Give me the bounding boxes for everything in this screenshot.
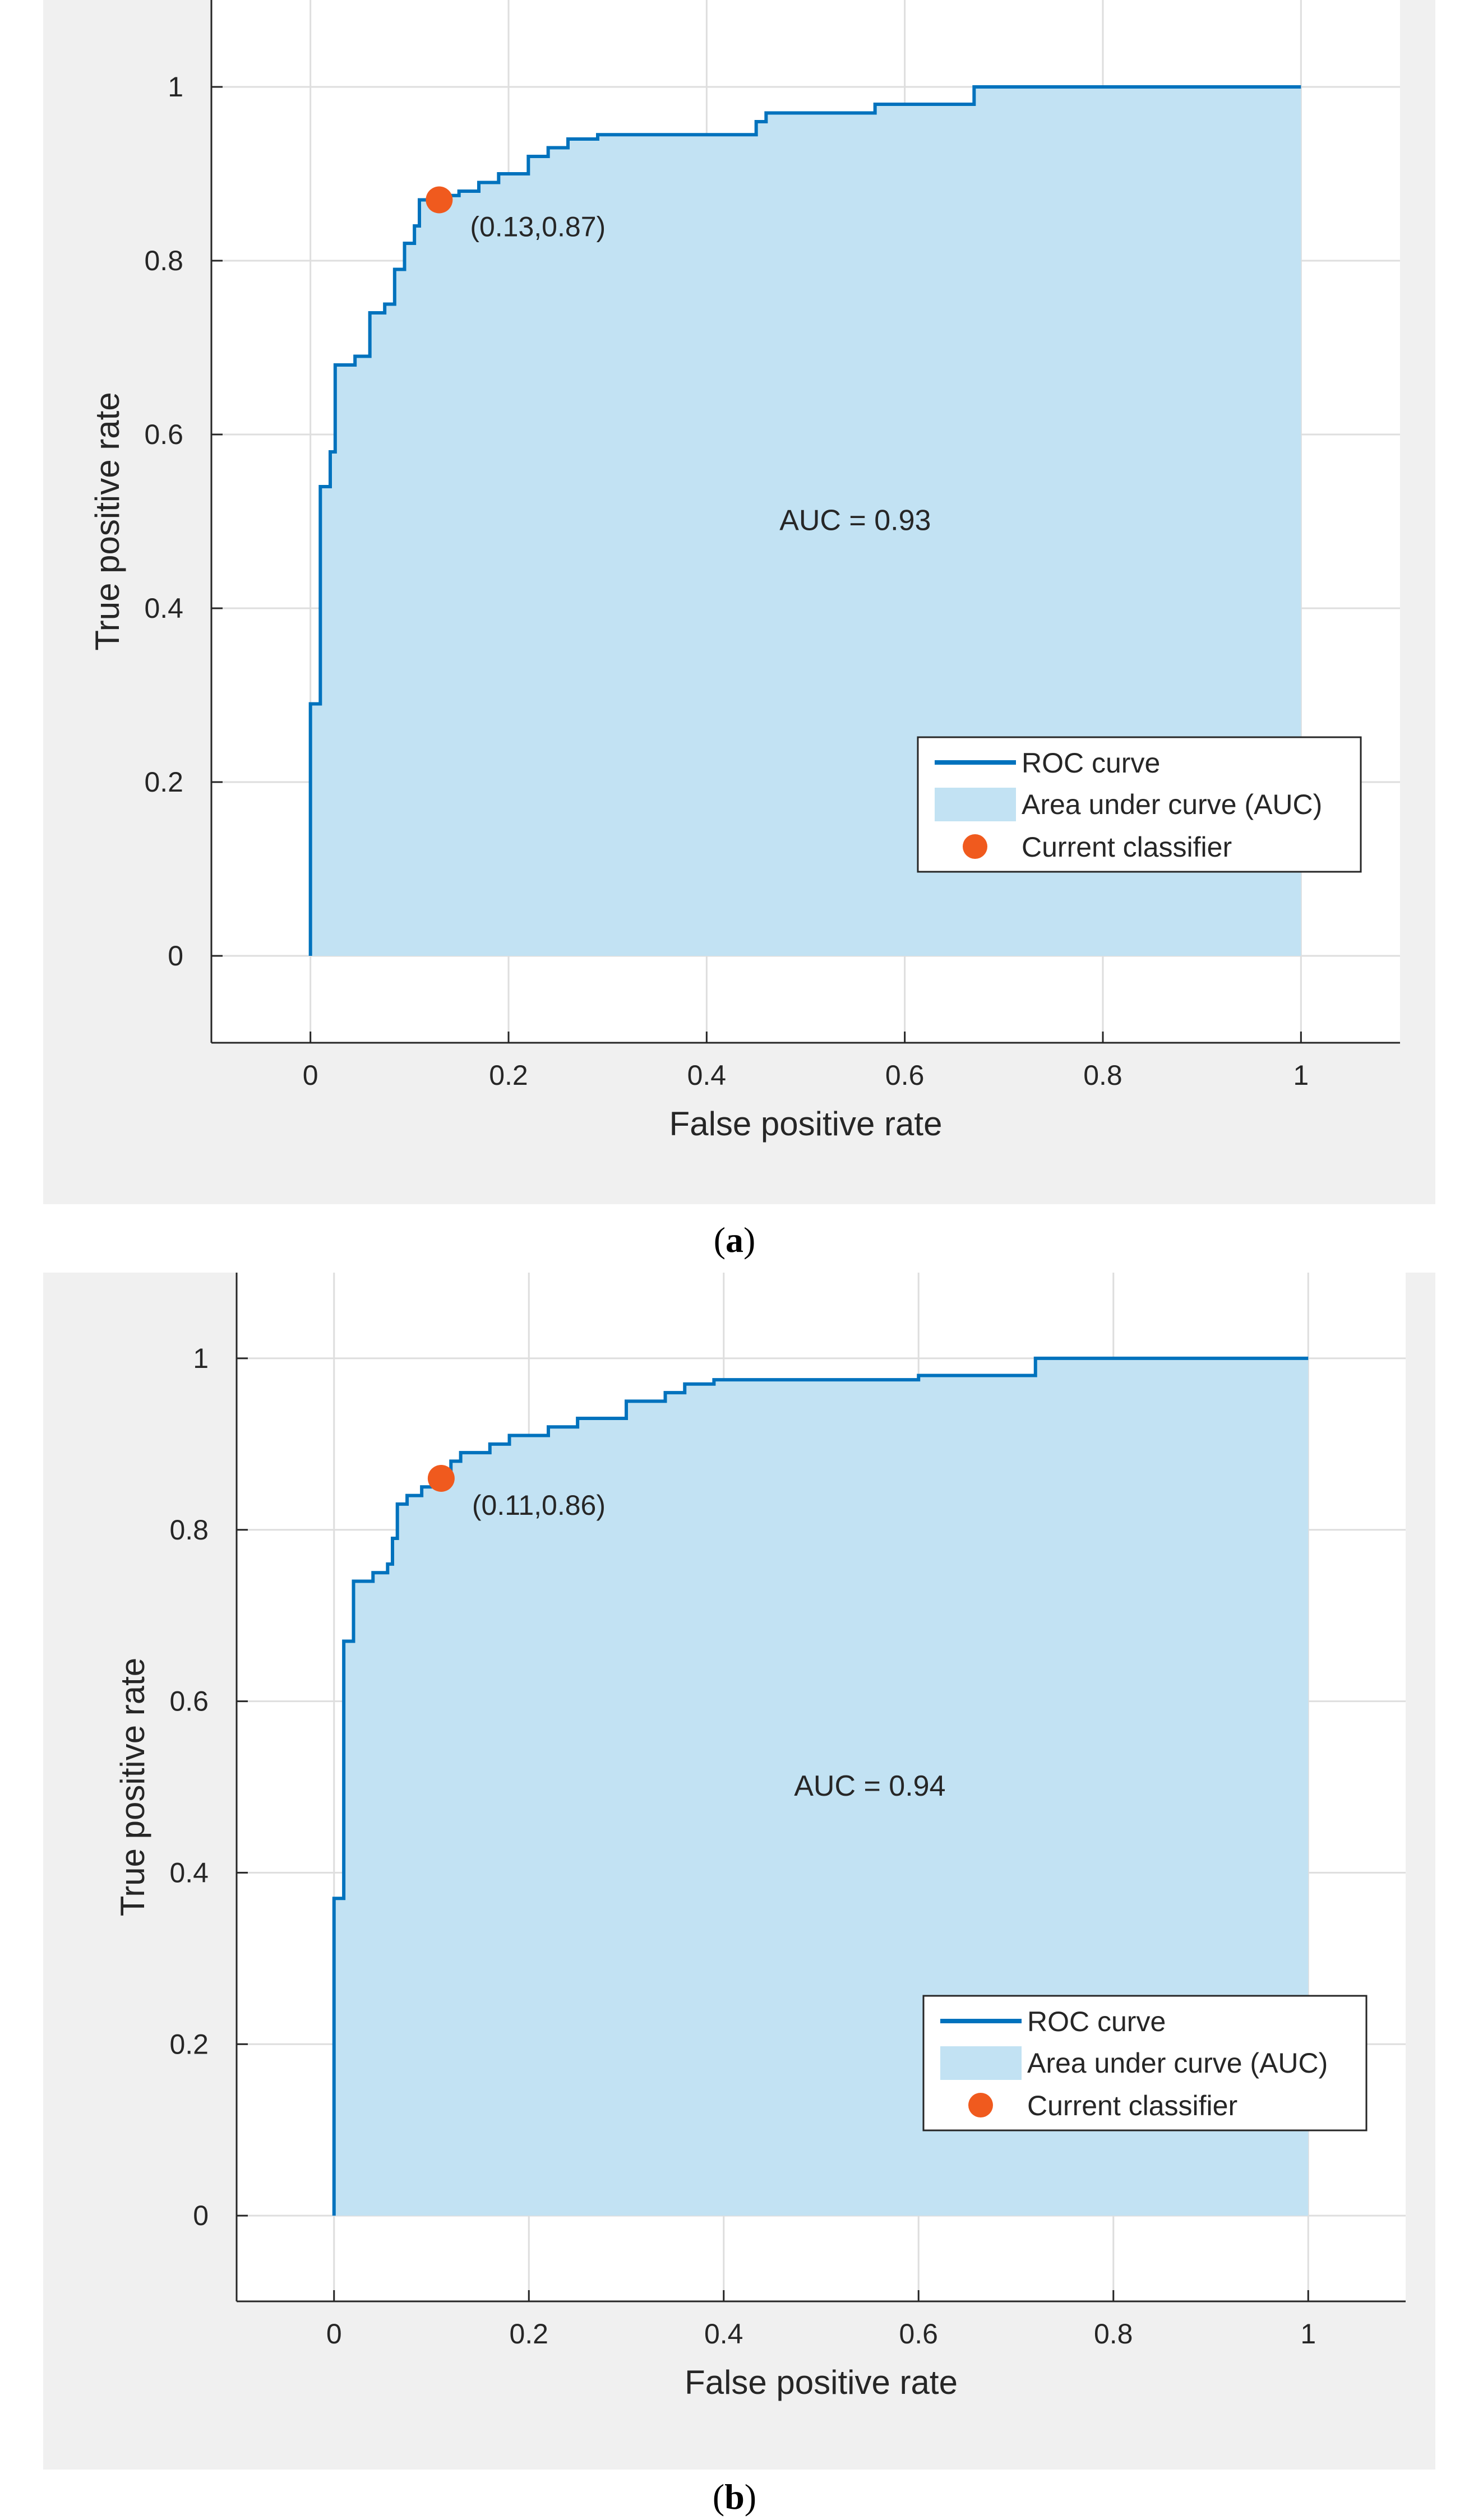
legend-auc-label: Area under curve (AUC) (1027, 2047, 1328, 2079)
y-tick-label: 1 (193, 1343, 209, 1374)
x-tick-label: 1 (1293, 1060, 1309, 1091)
legend: ROC curve Area under curve (AUC) Current c… (922, 1995, 1368, 2131)
x-tick-label: 0.2 (509, 2318, 548, 2350)
legend-auc-swatch (935, 788, 1016, 821)
y-tick-label: 0 (193, 2200, 209, 2231)
y-tick-label: 0.2 (169, 2028, 209, 2060)
x-tick-label: 0.2 (489, 1060, 528, 1091)
caption-a-letter: a (726, 1220, 743, 1260)
classifier-point-label: (0.11,0.86) (472, 1490, 606, 1521)
x-axis-label: False positive rate (669, 1105, 943, 1143)
classifier-point-label: (0.13,0.87) (470, 211, 606, 243)
auc-value-label: AUC = 0.94 (794, 1770, 945, 1802)
y-axis-label: True positive rate (89, 392, 126, 650)
roc-curve-line (332, 1356, 1309, 2216)
y-tick-label: 0.6 (169, 1686, 209, 1717)
x-axis-label: False positive rate (685, 2364, 958, 2401)
x-tick-label: 0.4 (704, 2318, 743, 2350)
y-tick-label: 0.4 (169, 1857, 209, 1888)
x-tick-label: 0.8 (1083, 1060, 1122, 1091)
y-tick-label: 0.8 (169, 1514, 209, 1546)
auc-value-label: AUC = 0.93 (779, 505, 931, 537)
roc-chart-a: 0 0.2 0.4 0.6 0.8 1 0 0.2 0.4 0.6 0.8 1 False positi… (89, 0, 1400, 1143)
x-tick-label: 0 (303, 1060, 318, 1091)
x-tick-label: 0.6 (885, 1060, 925, 1091)
legend-roc-label: ROC curve (1027, 2006, 1166, 2037)
classifier-marker (427, 1465, 455, 1492)
legend-box (922, 1995, 1368, 2131)
caption-b-letter: b (724, 2477, 745, 2517)
legend-auc-label: Area under curve (AUC) (1022, 789, 1322, 820)
legend-classifier-swatch (968, 2093, 993, 2117)
legend-classifier-label: Current classifier (1022, 831, 1232, 863)
x-tick-label: 0.8 (1094, 2318, 1133, 2350)
y-tick-label: 0.4 (144, 593, 183, 624)
x-tick-label: 1 (1300, 2318, 1316, 2350)
y-axis-label: True positive rate (114, 1658, 151, 1916)
roc-figure-a: 0 0.2 0.4 0.6 0.8 1 0 0.2 0.4 0.6 0.8 1 False positi… (43, 0, 1435, 1204)
x-tick-label: 0 (326, 2318, 342, 2350)
y-tick-label: 1 (168, 71, 183, 103)
legend-classifier-swatch (963, 834, 987, 859)
y-tick-label: 0.2 (144, 766, 183, 798)
y-tick-label: 0.6 (144, 419, 183, 450)
y-tick-label: 0 (168, 940, 183, 972)
caption-a: (a) (713, 1220, 756, 1260)
roc-chart-b: 0 0.2 0.4 0.6 0.8 1 0 0.2 0.4 0.6 0.8 1 False positi… (114, 1273, 1406, 2401)
legend-roc-label: ROC curve (1022, 747, 1160, 779)
legend: ROC curve Area under curve (AUC) Current c… (917, 736, 1362, 873)
caption-b: (b) (712, 2477, 757, 2517)
x-tick-label: 0.4 (687, 1060, 727, 1091)
legend-classifier-label: Current classifier (1027, 2090, 1237, 2121)
x-tick-label: 0.6 (899, 2318, 938, 2350)
legend-auc-swatch (940, 2046, 1022, 2080)
classifier-marker (426, 186, 453, 214)
roc-figure-b: 0 0.2 0.4 0.6 0.8 1 0 0.2 0.4 0.6 0.8 1 False positi… (43, 1273, 1435, 2470)
y-tick-label: 0.8 (144, 245, 183, 276)
